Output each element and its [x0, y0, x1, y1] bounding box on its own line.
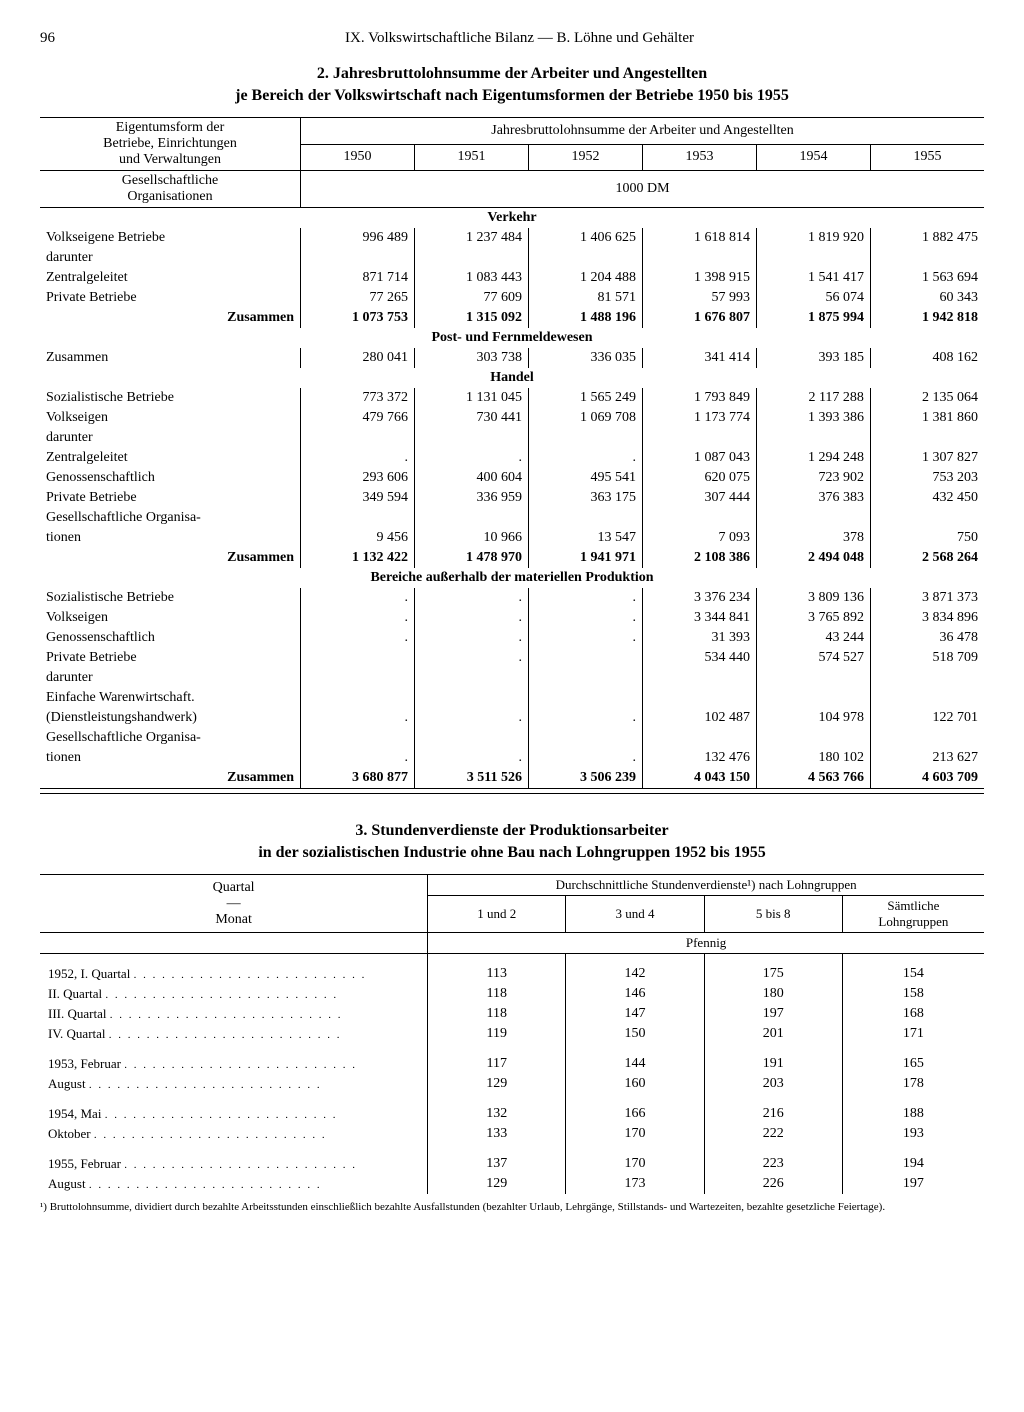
page-header-row: 96 IX. Volkswirtschaftliche Bilanz — B. … — [40, 30, 984, 47]
table1-title-l2: je Bereich der Volkswirtschaft nach Eige… — [40, 87, 984, 105]
table1-title-l1: 2. Jahresbruttolohnsumme der Arbeiter un… — [40, 65, 984, 83]
table2-title-l2: in der sozialistischen Industrie ohne Ba… — [40, 844, 984, 862]
page-number: 96 — [40, 30, 55, 47]
running-header: IX. Volkswirtschaftliche Bilanz — B. Löh… — [40, 30, 984, 47]
table2-title-l1: 3. Stundenverdienste der Produktionsarbe… — [40, 822, 984, 840]
table1: Eigentumsform derBetriebe, Einrichtungen… — [40, 117, 984, 794]
table2: Quartal—MonatDurchschnittliche Stundenve… — [40, 874, 984, 1194]
table2-footnote: ¹) Bruttolohnsumme, dividiert durch beza… — [40, 1200, 984, 1214]
